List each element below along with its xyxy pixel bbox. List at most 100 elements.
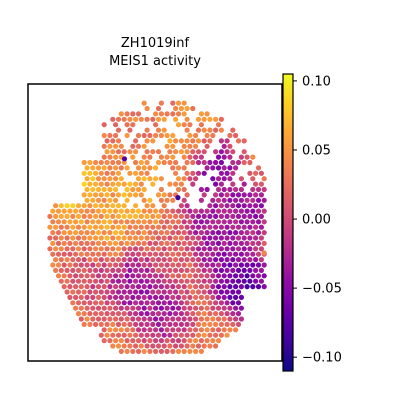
spot	[127, 289, 133, 295]
spot	[67, 284, 73, 290]
spot	[110, 235, 116, 241]
spot	[90, 197, 96, 203]
spot	[238, 230, 244, 236]
spot	[113, 208, 119, 214]
spot	[124, 327, 130, 333]
spot	[190, 311, 196, 317]
spot	[201, 246, 207, 252]
spot	[61, 240, 67, 246]
spot	[155, 257, 162, 263]
spot	[55, 230, 62, 236]
spot	[138, 116, 144, 122]
spot	[93, 213, 99, 219]
spot	[181, 122, 187, 128]
spot	[161, 343, 167, 349]
spot	[178, 278, 184, 284]
spot	[133, 235, 139, 241]
spot	[173, 300, 179, 306]
spot	[207, 332, 213, 338]
spot	[227, 284, 233, 290]
spot	[193, 240, 199, 246]
spot	[133, 267, 139, 273]
spot	[115, 343, 122, 349]
spot	[147, 316, 153, 322]
spot	[181, 154, 187, 160]
spot	[164, 316, 170, 322]
spot	[113, 143, 119, 149]
spot	[207, 300, 213, 306]
spot	[258, 246, 264, 252]
spot	[213, 257, 219, 263]
spot	[147, 284, 153, 290]
spot	[81, 181, 87, 187]
spot	[110, 116, 116, 122]
spot	[261, 176, 267, 182]
spot	[193, 338, 199, 344]
spot	[153, 294, 159, 300]
spot	[55, 240, 62, 246]
spot	[121, 181, 127, 187]
spot	[253, 192, 259, 198]
spot	[190, 343, 196, 349]
spot	[101, 294, 107, 300]
spot	[133, 246, 139, 252]
spot	[138, 257, 144, 263]
spot	[195, 116, 202, 122]
spot	[247, 170, 253, 176]
spot	[218, 224, 224, 230]
spot	[258, 267, 264, 273]
spot	[195, 332, 202, 338]
spot	[184, 278, 190, 284]
spot	[230, 149, 236, 155]
spot	[104, 181, 110, 187]
spot	[161, 127, 167, 133]
spot	[95, 284, 102, 290]
spot	[173, 159, 179, 166]
spot	[204, 327, 210, 333]
spot	[250, 208, 256, 214]
spot	[144, 235, 150, 241]
spot	[153, 262, 159, 268]
spot	[110, 257, 116, 263]
spot	[190, 213, 196, 219]
spot	[127, 116, 133, 122]
spot	[250, 197, 256, 203]
spot	[90, 165, 96, 171]
spot	[210, 240, 216, 246]
spot	[87, 311, 93, 317]
spot	[104, 235, 110, 241]
spot	[204, 284, 210, 290]
spot	[130, 251, 136, 257]
spot	[181, 219, 187, 225]
spot	[198, 197, 204, 203]
spot	[241, 267, 247, 273]
spot	[70, 300, 76, 306]
spot	[113, 305, 119, 311]
spot	[73, 284, 79, 290]
spot	[130, 316, 136, 322]
spot	[175, 262, 182, 268]
spot	[195, 127, 202, 133]
spot	[53, 203, 59, 209]
colorbar-tick-label: −0.10	[302, 351, 342, 366]
spot	[195, 224, 202, 230]
spot	[184, 159, 190, 166]
spot	[141, 197, 147, 203]
spot	[64, 246, 70, 252]
spot	[104, 289, 110, 295]
spot	[167, 149, 173, 155]
spot	[195, 257, 202, 263]
spot	[153, 251, 159, 257]
spot	[90, 176, 96, 182]
spot	[141, 100, 147, 106]
spot	[173, 257, 179, 263]
spot	[107, 294, 113, 300]
spot	[164, 294, 170, 300]
spot	[187, 273, 193, 279]
spot	[221, 273, 227, 279]
spot	[181, 111, 187, 117]
spot	[121, 321, 127, 327]
spot	[144, 257, 150, 263]
spot	[98, 289, 104, 295]
spot	[113, 165, 119, 171]
